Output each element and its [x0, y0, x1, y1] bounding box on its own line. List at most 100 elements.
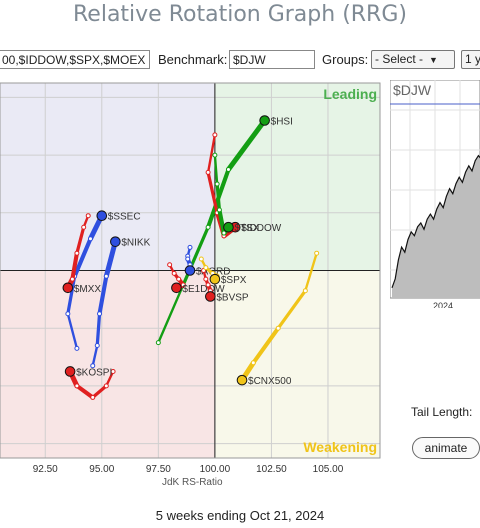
- tail-point-cnx500: [275, 325, 281, 331]
- tail-point-iddow: [205, 169, 211, 175]
- tail-point-mxx: [69, 276, 75, 282]
- tail-segment-nikk: [95, 312, 102, 348]
- tail-segment-cnx500: [251, 326, 281, 365]
- head-point-tsx: [223, 221, 234, 233]
- period-select[interactable]: 1 y: [461, 50, 480, 69]
- tail-segment-cnx500: [304, 252, 318, 292]
- tail-segment-kospi: [105, 370, 115, 388]
- head-point-mxx: [62, 282, 74, 294]
- tail-point-e1dow: [171, 270, 177, 276]
- series-label-bvsp: $BVSP: [216, 292, 249, 303]
- tail-segment-iddow: [206, 170, 219, 215]
- quadrant-label-weakening: Weakening: [303, 439, 377, 455]
- series-label-hsi: $HSI: [271, 117, 293, 128]
- tail-point-nikk: [97, 311, 103, 317]
- tail-point-hsi: [205, 224, 211, 230]
- tail-segment-hsi: [157, 283, 185, 344]
- animate-button[interactable]: animate: [412, 437, 480, 459]
- tail-segment-nikk: [103, 239, 118, 279]
- head-point-cnx500: [236, 374, 248, 386]
- head-point-spx: [209, 273, 221, 285]
- tail-point-tsx: [214, 181, 220, 187]
- tail-length-label: Tail Length:: [411, 405, 473, 419]
- series-label-tsx: $TSX: [234, 223, 259, 234]
- series-label-iddow: $IDDOW: [241, 223, 282, 234]
- tail-segment-hsi: [181, 225, 210, 287]
- period-select-value: 1 y: [465, 52, 480, 66]
- head-point-nikk: [110, 236, 121, 247]
- quadrant-lagging: [0, 270, 215, 458]
- x-tick-label: 102.50: [256, 464, 287, 475]
- x-tick-label: 100.00: [200, 464, 231, 475]
- head-point-kospi: [64, 366, 76, 377]
- tail-segment-kospi: [74, 383, 95, 400]
- tail-point-bvsp: [203, 276, 209, 282]
- benchmark-mini-chart: $DJW 2024: [389, 79, 480, 311]
- groups-select-value: - Select -: [375, 52, 424, 66]
- head-point-hsi: [259, 115, 270, 126]
- x-axis-label: JdK RS-Ratio: [162, 477, 223, 488]
- tail-point-spx: [203, 265, 209, 271]
- groups-label: Groups:: [322, 52, 369, 67]
- head-point-e1dow: [171, 282, 182, 294]
- series-label-ssec: $SSEC: [108, 212, 141, 223]
- tail-segment-mxx: [75, 225, 86, 255]
- tail-point-iddow: [212, 132, 218, 138]
- rrg-chart[interactable]: Leading Weakening $HSI $SSEC $NIKK $MXX $KOSPI…: [0, 80, 390, 500]
- tail-point-mxx: [81, 224, 87, 230]
- benchmark-label: Benchmark:: [158, 52, 228, 67]
- tail-point-hsi: [155, 340, 161, 346]
- head-point-bvsp: [205, 291, 216, 302]
- tail-point-nikk: [94, 343, 100, 348]
- tail-segment-hsi: [225, 118, 268, 173]
- tail-point-cnx500: [250, 360, 256, 366]
- tail-segment-cnx500: [276, 289, 307, 330]
- tail-point-ssec: [65, 311, 71, 317]
- quadrant-leading: [214, 83, 380, 271]
- quadrant-label-leading: Leading: [323, 86, 377, 102]
- benchmark-mini-svg: $DJW 2024: [389, 79, 480, 311]
- mini-x-tick-label: 2024: [433, 301, 453, 308]
- tail-point-aord: [185, 256, 191, 262]
- series-label-mxx: $MXX: [74, 284, 102, 295]
- x-tick-label: 97.50: [146, 464, 171, 475]
- tail-point-mxx: [74, 250, 80, 256]
- x-tick-label: 95.00: [89, 464, 114, 475]
- series-label-cnx500: $CNX500: [248, 376, 292, 387]
- tail-segment-iddow: [206, 133, 217, 174]
- tail-point-kospi: [110, 368, 116, 374]
- tail-point-ssec: [87, 236, 93, 242]
- groups-select[interactable]: - Select - ▼: [371, 50, 455, 69]
- tail-point-mxx: [85, 213, 91, 219]
- tail-point-kospi: [74, 383, 80, 389]
- date-caption: 5 weeks ending Oct 21, 2024: [155, 508, 325, 523]
- series-label-kospi: $KOSPI: [76, 367, 112, 378]
- tail-point-spx: [198, 256, 204, 262]
- x-tick-label: 92.50: [33, 464, 58, 475]
- tail-segment-ssec: [66, 274, 77, 316]
- tail-point-ssec: [74, 345, 80, 351]
- tail-point-e1dow: [167, 262, 173, 268]
- tail-segment-mxx: [70, 251, 79, 282]
- head-point-ssec: [96, 210, 108, 221]
- tail-point-tsx: [212, 152, 218, 158]
- tail-segment-tsx: [213, 153, 219, 186]
- tail-point-kospi: [90, 394, 96, 400]
- tail-segment-tsx: [215, 182, 222, 212]
- series-label-nikk: $NIKK: [121, 238, 150, 249]
- x-tick-label: 105.00: [313, 464, 344, 475]
- page-title: Relative Rotation Graph (RRG): [73, 2, 407, 27]
- mini-chart-title: $DJW: [393, 82, 432, 98]
- tail-point-cnx500: [314, 250, 320, 256]
- tail-point-aord: [187, 244, 193, 250]
- chevron-down-icon: ▼: [429, 55, 438, 65]
- controls-bar: 00,$IDDOW,$SPX,$MOEX Benchmark: $DJW Gro…: [0, 48, 480, 72]
- tail-point-e1dow: [176, 276, 182, 282]
- tail-segment-ssec: [66, 312, 79, 350]
- symbols-input[interactable]: 00,$IDDOW,$SPX,$MOEX: [0, 50, 150, 69]
- head-point-aord: [184, 265, 196, 276]
- tail-point-nikk: [103, 273, 109, 279]
- tail-segment-tsx: [217, 207, 226, 236]
- tail-point-e1dow: [180, 282, 186, 288]
- benchmark-input[interactable]: $DJW: [229, 50, 315, 69]
